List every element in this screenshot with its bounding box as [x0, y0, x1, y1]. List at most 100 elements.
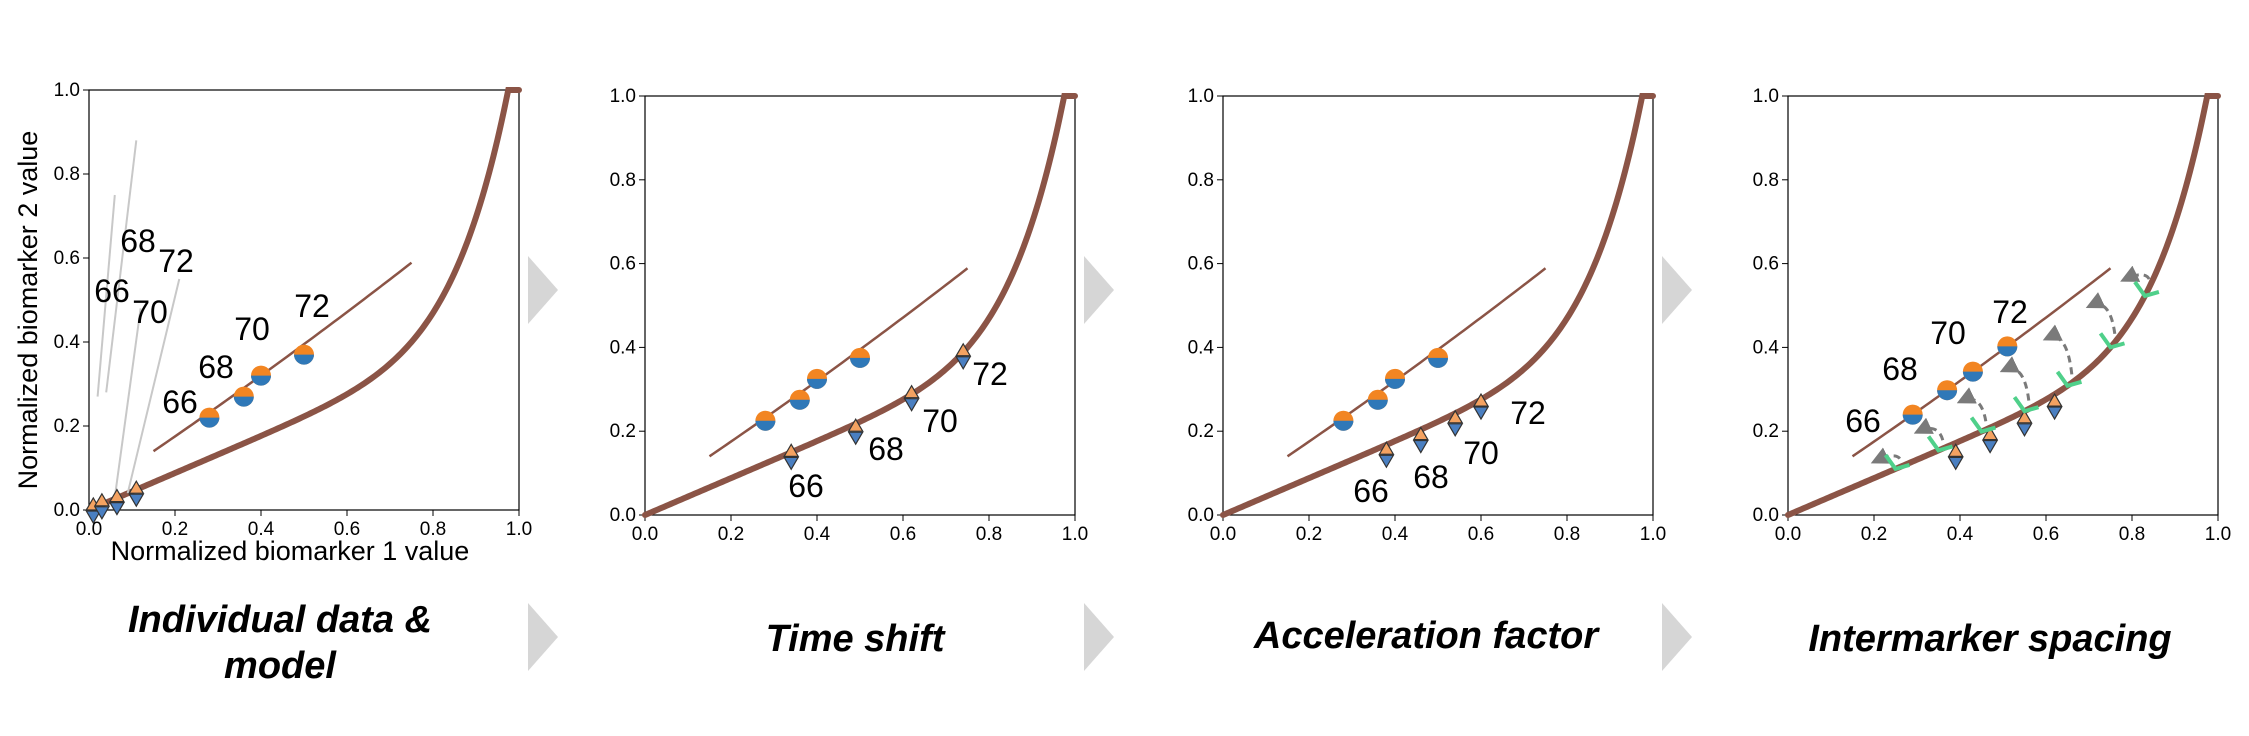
x-tick-label: 0.6 [1468, 524, 1494, 545]
y-tick-label: 0.0 [1188, 505, 1214, 526]
data-point-blue-half [850, 357, 870, 368]
age-label: 70 [1463, 435, 1499, 471]
model-point-triangle-down [1412, 439, 1429, 454]
spacing-arrow [1999, 356, 2031, 401]
x-tick-label: 0.4 [804, 524, 831, 545]
model-point-triangle-down [1378, 454, 1395, 469]
spacing-marker [2012, 395, 2040, 414]
model-point-triangle-down [108, 502, 125, 516]
data-point-blue-half [1385, 378, 1405, 389]
age-label: 72 [158, 243, 194, 279]
x-tick-label: 0.2 [162, 519, 188, 540]
model-point-triangle-up [1947, 443, 1964, 457]
model-point-triangle-down [1447, 423, 1464, 438]
model-point-triangle-down [847, 431, 864, 446]
age-label: 72 [294, 288, 330, 324]
age-label: 72 [1510, 395, 1546, 431]
data-point-blue-half [233, 396, 254, 407]
panel-intermarker-spacing: 0.0 0.2 0.4 0.6 0.8 1.0 0.0 0.2 0.4 0.6 0.8 1.0 6668… [1753, 86, 2232, 545]
model-point-triangle-down [1472, 406, 1490, 421]
projection-line [96, 194, 116, 397]
y-tick-label: 0.0 [54, 500, 80, 521]
axes-frame [1787, 95, 2219, 516]
spacing-arrow [2085, 292, 2117, 335]
y-tick-label: 1.0 [1188, 86, 1214, 107]
y-tick-label: 1.0 [54, 80, 80, 101]
x-tick-label: 0.6 [890, 524, 916, 545]
step-chevrons [528, 256, 1692, 671]
y-tick-label: 0.6 [1188, 254, 1214, 275]
model-point-triangle-up [128, 480, 145, 494]
model-point-triangle-up [1982, 426, 1999, 441]
model-point-triangle-up [955, 342, 972, 357]
x-tick-label: 0.8 [2119, 524, 2145, 545]
model-point-triangle-up [1412, 426, 1429, 441]
model-point-triangle-down [1947, 456, 1964, 471]
x-tick-label: 0.2 [718, 524, 744, 545]
model-point-triangle-up [1447, 409, 1464, 424]
y-tick-label: 0.6 [54, 248, 80, 269]
data-point-blue-half [789, 399, 810, 410]
age-label: 66 [1353, 473, 1389, 509]
x-tick-label: 0.4 [1947, 524, 1974, 545]
spacing-arrow [1913, 417, 1945, 441]
model-point-triangle-up [783, 443, 800, 457]
model-curve [86, 87, 522, 513]
model-point-triangle-down [1982, 439, 1999, 454]
chevron-arrow [1662, 256, 1692, 324]
age-label: 70 [922, 403, 958, 439]
y-tick-label: 1.0 [610, 86, 636, 107]
spacing-marker [1969, 416, 1997, 434]
chevron-arrow [1084, 256, 1114, 324]
model-point-triangle-down [783, 456, 800, 471]
age-label: 68 [868, 431, 904, 467]
caption-line: Individual data & [127, 599, 433, 641]
model-point-triangle-down [128, 493, 145, 508]
model-point-triangle-down [903, 398, 920, 412]
spacing-marker [1883, 453, 1911, 472]
x-tick-label: 0.2 [1861, 524, 1887, 545]
panel-individual-data: 0.0 0.2 0.4 0.6 0.8 1.0 0.0 0.2 0.4 0.6 0.8 1.0 Norm… [13, 80, 532, 566]
model-point-triangle-up [1378, 441, 1395, 455]
caption-time-shift: Time shift [655, 616, 1055, 662]
projection-line [105, 140, 138, 393]
y-tick-label: 0.2 [1188, 421, 1214, 442]
x-tick-label: 1.0 [506, 519, 532, 540]
caption-intermarker-spacing: Intermarker spacing [1790, 616, 2190, 662]
model-point-triangle-up [2046, 392, 2063, 407]
model-point-triangle-down [955, 356, 972, 370]
y-tick-label: 0.4 [610, 337, 637, 358]
axes-frame [644, 95, 1076, 516]
individual-trajectory [1851, 267, 2112, 458]
y-tick-label: 0.4 [1188, 337, 1215, 358]
caption-acceleration-factor: Acceleration factor [1226, 613, 1626, 659]
age-label: 68 [1882, 351, 1918, 387]
panel-acceleration-factor: 0.0 0.2 0.4 0.6 0.8 1.0 0.0 0.2 0.4 0.6 0.8 1.0 66 68… [1188, 86, 1667, 545]
caption-line: model [224, 645, 336, 687]
caption-line: Acceleration factor [1253, 615, 1599, 657]
y-tick-label: 0.8 [54, 164, 80, 185]
y-tick-label: 0.8 [610, 170, 636, 191]
model-point-triangle-up [1472, 392, 1490, 407]
model-curve [1785, 93, 2221, 518]
data-point-blue-half [1428, 357, 1448, 368]
model-point-triangle-up [108, 488, 125, 503]
model-point-triangle-up [847, 418, 864, 432]
projection-line [113, 308, 142, 498]
y-tick-label: 0.2 [54, 416, 80, 437]
x-tick-label: 0.0 [76, 519, 102, 540]
axes-frame [88, 89, 520, 511]
x-tick-label: 0.4 [248, 519, 275, 540]
data-point-blue-half [755, 420, 776, 431]
y-tick-label: 0.0 [1753, 505, 1779, 526]
projection-line [126, 278, 181, 494]
x-tick-label: 0.0 [1210, 524, 1236, 545]
x-tick-label: 0.8 [976, 524, 1002, 545]
model-point-triangle-down [93, 506, 110, 520]
age-label: 70 [234, 311, 270, 347]
spacing-marker [2133, 280, 2160, 299]
data-point-blue-half [294, 354, 314, 365]
age-label: 66 [94, 273, 130, 309]
y-tick-label: 0.6 [1753, 254, 1779, 275]
data-point-blue-half [251, 375, 271, 386]
